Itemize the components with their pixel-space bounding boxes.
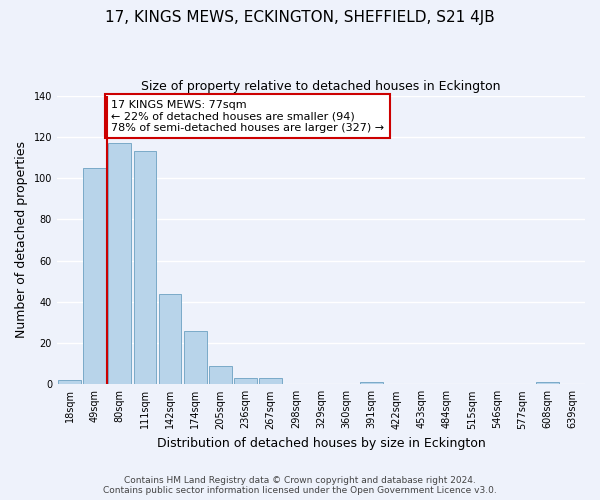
Bar xyxy=(134,151,156,384)
Bar xyxy=(159,294,181,384)
X-axis label: Distribution of detached houses by size in Eckington: Distribution of detached houses by size … xyxy=(157,437,485,450)
Text: 17 KINGS MEWS: 77sqm
← 22% of detached houses are smaller (94)
78% of semi-detac: 17 KINGS MEWS: 77sqm ← 22% of detached h… xyxy=(111,100,384,133)
Title: Size of property relative to detached houses in Eckington: Size of property relative to detached ho… xyxy=(141,80,501,93)
Bar xyxy=(360,382,383,384)
Bar xyxy=(83,168,106,384)
Y-axis label: Number of detached properties: Number of detached properties xyxy=(15,142,28,338)
Bar xyxy=(109,143,131,384)
Bar xyxy=(536,382,559,384)
Bar xyxy=(234,378,257,384)
Bar xyxy=(209,366,232,384)
Bar xyxy=(58,380,81,384)
Bar xyxy=(259,378,282,384)
Text: 17, KINGS MEWS, ECKINGTON, SHEFFIELD, S21 4JB: 17, KINGS MEWS, ECKINGTON, SHEFFIELD, S2… xyxy=(105,10,495,25)
Bar xyxy=(184,330,206,384)
Text: Contains HM Land Registry data © Crown copyright and database right 2024.
Contai: Contains HM Land Registry data © Crown c… xyxy=(103,476,497,495)
